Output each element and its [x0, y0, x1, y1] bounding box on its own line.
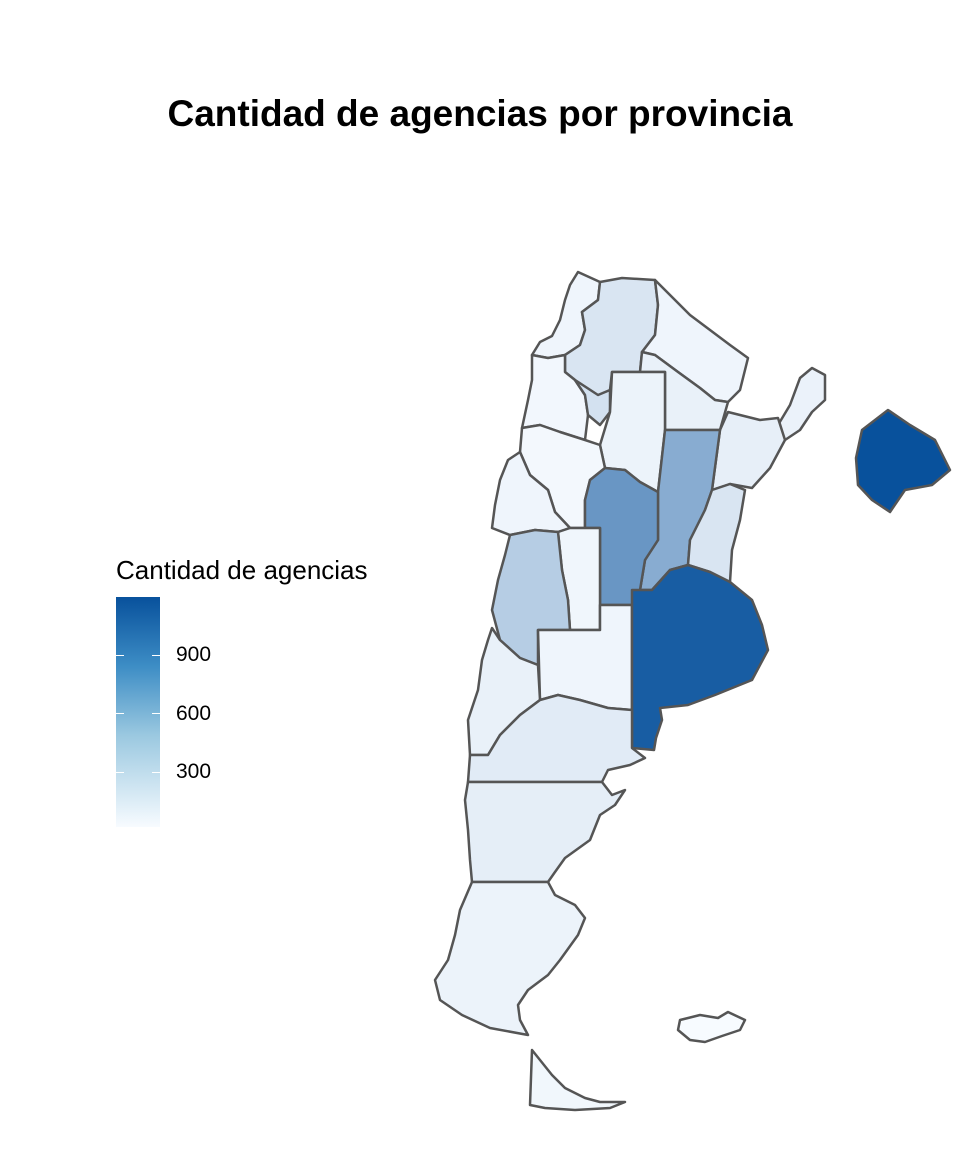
legend-tick-left: [116, 655, 124, 656]
province-islas-malvinas[interactable]: [676, 1010, 747, 1044]
province-buenos-aires[interactable]: [630, 563, 770, 752]
province-catamarca[interactable]: [520, 353, 590, 442]
province-corrientes[interactable]: [710, 410, 787, 492]
province-misiones[interactable]: [776, 366, 827, 442]
legend-tick-right: [152, 772, 160, 773]
legend-tick-left: [116, 772, 124, 773]
legend-tick-label-600: 600: [176, 702, 212, 725]
province-santa-cruz[interactable]: [433, 880, 587, 1037]
legend-tick-right: [152, 713, 160, 714]
legend-tick-label-300: 300: [176, 760, 212, 783]
legend-title: Cantidad de agencias: [116, 555, 368, 585]
province-tucuman[interactable]: [573, 378, 612, 427]
province-chubut[interactable]: [463, 780, 627, 884]
province-tierra-del-fuego[interactable]: [528, 1048, 627, 1112]
province-rio-negro[interactable]: [466, 693, 647, 784]
legend-tick-label-900: 900: [176, 643, 212, 666]
chart-title: Cantidad de agencias por provincia: [167, 93, 793, 134]
legend-tick-right: [152, 655, 160, 656]
legend-colorbar: [116, 597, 160, 827]
province-caba[interactable]: [854, 408, 952, 514]
legend-tick-left: [116, 713, 124, 714]
